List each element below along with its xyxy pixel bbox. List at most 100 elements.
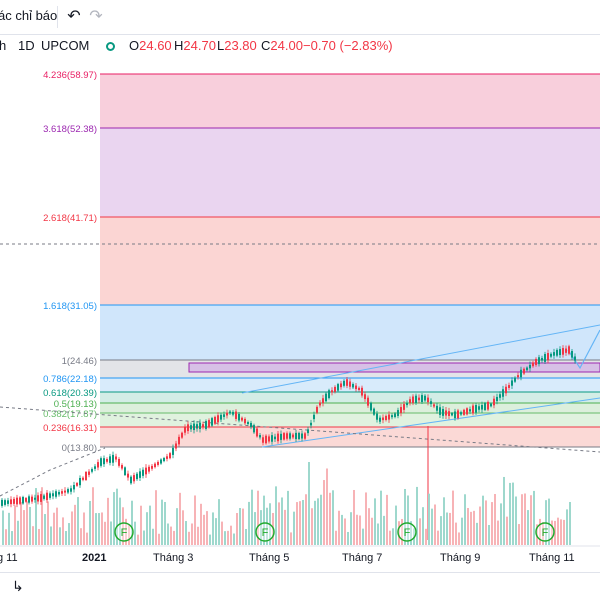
go-to-realtime-icon[interactable]: ↳ (12, 578, 24, 594)
volume-bar (401, 518, 403, 545)
volume-bar (257, 490, 259, 545)
dashed-trend-line[interactable] (0, 406, 600, 453)
candle-body (157, 461, 159, 465)
volume-bar (251, 489, 253, 545)
volume-bar (131, 500, 133, 545)
volume-bar (503, 476, 505, 545)
volume-bar (128, 524, 130, 545)
price-chart[interactable]: 4.236(58.97) 3.618(52.38) 2.618(41.71) 1.61… (0, 0, 600, 572)
candle-body (193, 423, 195, 431)
volume-bar (92, 487, 94, 545)
undo-icon[interactable]: ↶ (67, 8, 81, 25)
market-status-dot (106, 42, 115, 51)
price-range-rectangle[interactable] (188, 362, 600, 373)
dividend-marker[interactable]: F (255, 522, 275, 542)
candle-body (79, 477, 81, 486)
dividend-marker[interactable]: F (397, 522, 417, 542)
volume-bar (23, 510, 25, 545)
interval-label[interactable]: 1D (18, 38, 35, 53)
volume-bar (146, 512, 148, 545)
candle-body (550, 353, 552, 357)
volume-bar (68, 523, 70, 545)
volume-bar (98, 513, 100, 545)
fibonacci-extension[interactable] (100, 73, 600, 448)
volume-bar (122, 507, 124, 545)
volume-bar (185, 521, 187, 545)
volume-bar (320, 494, 322, 545)
volume-bar (314, 500, 316, 545)
candle-body (322, 398, 324, 404)
dashed-projection-line[interactable] (0, 447, 106, 497)
volume-bar (356, 514, 358, 545)
volume-bar (494, 494, 496, 545)
volume-bar (206, 511, 208, 545)
candle-body (58, 491, 60, 495)
fib-zone (100, 217, 600, 305)
close-label: C (261, 38, 271, 53)
candle-body (472, 405, 474, 414)
volume-bar (317, 498, 319, 545)
volume-bar (299, 501, 301, 545)
volume-bar (107, 497, 109, 545)
candle-body (571, 350, 573, 358)
channel-upper-line[interactable] (241, 324, 600, 394)
channel-lower-line[interactable] (261, 397, 600, 448)
candle-body (43, 495, 45, 499)
indicators-button[interactable]: ác chỉ báo (0, 8, 58, 23)
candle-body (190, 425, 192, 430)
volume-bar (8, 512, 10, 545)
volume-bar (329, 492, 331, 545)
symbol-name[interactable]: h (0, 38, 7, 53)
candle-body (364, 394, 366, 400)
volume-bar (77, 497, 79, 545)
candle-body (490, 403, 492, 407)
bottom-bar: ↳ (0, 572, 600, 601)
candle-body (256, 428, 258, 437)
redo-icon[interactable]: ↷ (89, 8, 103, 25)
candle-body (130, 476, 132, 484)
volume-bar (410, 521, 412, 545)
volume-bar (158, 533, 160, 545)
candle-body (238, 413, 240, 421)
candle-body (493, 398, 495, 406)
volume-bar (32, 526, 34, 545)
volume-bar (95, 513, 97, 545)
candle-body (1, 499, 3, 506)
volume-bar (161, 499, 163, 545)
fib-level-label: 4.236(58.97) (43, 70, 97, 81)
volume-bar (14, 505, 16, 545)
volume-bar (353, 489, 355, 545)
candle-body (346, 379, 348, 386)
volume-bar (194, 495, 196, 545)
candle-body (445, 410, 447, 416)
candle-body (259, 435, 261, 438)
volume-bar (524, 493, 526, 545)
volume-bar (548, 498, 550, 545)
volume-bar (191, 523, 193, 545)
candle-body (415, 395, 417, 403)
dividend-marker[interactable]: F (535, 522, 555, 542)
candle-body (277, 433, 279, 442)
volume-bar (515, 496, 517, 545)
candle-body (409, 399, 411, 403)
volume-bar (458, 532, 460, 545)
candle-body (52, 493, 54, 497)
time-axis-label: g 11 (0, 552, 18, 564)
dividend-marker[interactable]: F (114, 522, 134, 542)
volume-bar (407, 495, 409, 545)
volume-bar (44, 514, 46, 545)
time-axis[interactable]: g 11 2021 Tháng 3 Tháng 5 Tháng 7 Tháng 9 Thán… (0, 545, 600, 564)
volume-bar (560, 519, 562, 545)
candle-body (544, 354, 546, 362)
candle-body (307, 429, 309, 434)
candle-body (232, 411, 234, 415)
volume-bar (305, 494, 307, 545)
candle-body (220, 414, 222, 420)
candle-body (250, 422, 252, 428)
candle-body (196, 424, 198, 429)
candle-body (328, 390, 330, 399)
volume-bar (230, 525, 232, 545)
volume-bar (170, 526, 172, 545)
toolbar-separator (57, 6, 58, 28)
